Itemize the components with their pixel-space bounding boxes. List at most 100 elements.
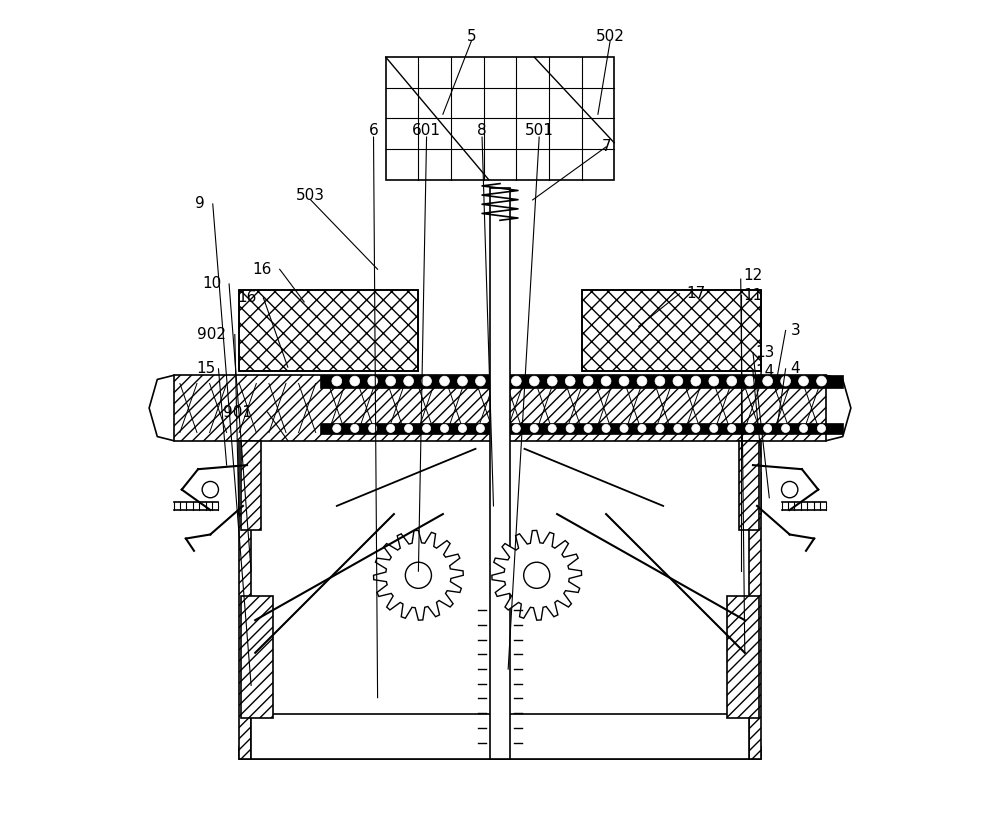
Text: 10: 10 bbox=[202, 277, 222, 291]
Circle shape bbox=[369, 424, 377, 432]
Text: 12: 12 bbox=[743, 268, 763, 283]
Circle shape bbox=[405, 424, 413, 432]
Polygon shape bbox=[492, 530, 582, 620]
Circle shape bbox=[405, 562, 431, 588]
Circle shape bbox=[710, 424, 718, 432]
Text: 13: 13 bbox=[756, 345, 775, 360]
Circle shape bbox=[764, 424, 772, 432]
Text: 14: 14 bbox=[756, 364, 775, 379]
Circle shape bbox=[637, 376, 647, 386]
Text: 17: 17 bbox=[686, 286, 705, 301]
Text: 5: 5 bbox=[467, 29, 476, 44]
Circle shape bbox=[782, 424, 790, 432]
Circle shape bbox=[817, 376, 826, 386]
Text: 6: 6 bbox=[369, 123, 378, 138]
Text: 16: 16 bbox=[252, 262, 271, 277]
Bar bbox=[251, 714, 749, 759]
Bar bbox=[582, 290, 761, 371]
Circle shape bbox=[728, 424, 736, 432]
Bar bbox=[174, 375, 826, 441]
Bar bbox=[749, 473, 761, 759]
Bar bbox=[739, 441, 759, 530]
Text: 8: 8 bbox=[477, 123, 487, 138]
Text: 11: 11 bbox=[743, 288, 763, 303]
Circle shape bbox=[458, 376, 467, 386]
Bar bbox=[241, 441, 261, 530]
Circle shape bbox=[691, 376, 701, 386]
Circle shape bbox=[674, 424, 682, 432]
Circle shape bbox=[512, 424, 520, 432]
Circle shape bbox=[476, 376, 485, 386]
Bar bbox=[582, 290, 761, 371]
Text: 9: 9 bbox=[195, 197, 205, 211]
Circle shape bbox=[727, 376, 737, 386]
Circle shape bbox=[529, 376, 539, 386]
Circle shape bbox=[332, 376, 342, 386]
Bar bbox=[490, 188, 510, 759]
Circle shape bbox=[638, 424, 646, 432]
Circle shape bbox=[782, 481, 798, 498]
Circle shape bbox=[493, 376, 503, 386]
Circle shape bbox=[368, 376, 378, 386]
Circle shape bbox=[656, 424, 664, 432]
Text: 902: 902 bbox=[197, 327, 226, 342]
Circle shape bbox=[494, 424, 502, 432]
Circle shape bbox=[583, 376, 593, 386]
Circle shape bbox=[458, 424, 467, 432]
Circle shape bbox=[511, 376, 521, 386]
Circle shape bbox=[781, 376, 790, 386]
Circle shape bbox=[602, 424, 610, 432]
Circle shape bbox=[745, 376, 755, 386]
Circle shape bbox=[333, 424, 341, 432]
Text: 601: 601 bbox=[412, 123, 441, 138]
Text: 4: 4 bbox=[791, 361, 800, 376]
Circle shape bbox=[422, 376, 431, 386]
Bar bbox=[749, 441, 761, 514]
Circle shape bbox=[202, 481, 218, 498]
Circle shape bbox=[565, 376, 575, 386]
Circle shape bbox=[440, 376, 449, 386]
Bar bbox=[239, 747, 761, 759]
Circle shape bbox=[655, 376, 665, 386]
Circle shape bbox=[422, 424, 431, 432]
Circle shape bbox=[619, 376, 629, 386]
Text: 16: 16 bbox=[237, 290, 257, 305]
Bar bbox=[241, 596, 273, 718]
Circle shape bbox=[404, 376, 414, 386]
Circle shape bbox=[709, 376, 719, 386]
Circle shape bbox=[350, 376, 360, 386]
Polygon shape bbox=[374, 530, 463, 620]
Circle shape bbox=[799, 376, 808, 386]
Circle shape bbox=[566, 424, 574, 432]
Circle shape bbox=[763, 376, 773, 386]
Circle shape bbox=[746, 424, 754, 432]
Text: 502: 502 bbox=[596, 29, 625, 44]
Bar bbox=[239, 473, 251, 759]
Circle shape bbox=[692, 424, 700, 432]
Circle shape bbox=[799, 424, 808, 432]
Text: 3: 3 bbox=[791, 323, 800, 338]
Circle shape bbox=[547, 376, 557, 386]
Bar bbox=[386, 57, 614, 180]
Text: 503: 503 bbox=[296, 188, 325, 203]
Circle shape bbox=[548, 424, 556, 432]
Circle shape bbox=[387, 424, 395, 432]
Bar bbox=[239, 290, 418, 371]
Bar bbox=[239, 290, 418, 371]
Bar bbox=[320, 423, 843, 434]
Circle shape bbox=[601, 376, 611, 386]
Circle shape bbox=[584, 424, 592, 432]
Circle shape bbox=[440, 424, 449, 432]
Circle shape bbox=[817, 424, 826, 432]
Circle shape bbox=[386, 376, 396, 386]
Circle shape bbox=[351, 424, 359, 432]
Text: 15: 15 bbox=[197, 361, 216, 376]
Bar bbox=[727, 596, 759, 718]
Circle shape bbox=[524, 562, 550, 588]
Bar bbox=[320, 375, 843, 388]
Circle shape bbox=[673, 376, 683, 386]
Circle shape bbox=[620, 424, 628, 432]
Text: 501: 501 bbox=[525, 123, 554, 138]
Bar bbox=[239, 441, 251, 514]
Circle shape bbox=[530, 424, 538, 432]
